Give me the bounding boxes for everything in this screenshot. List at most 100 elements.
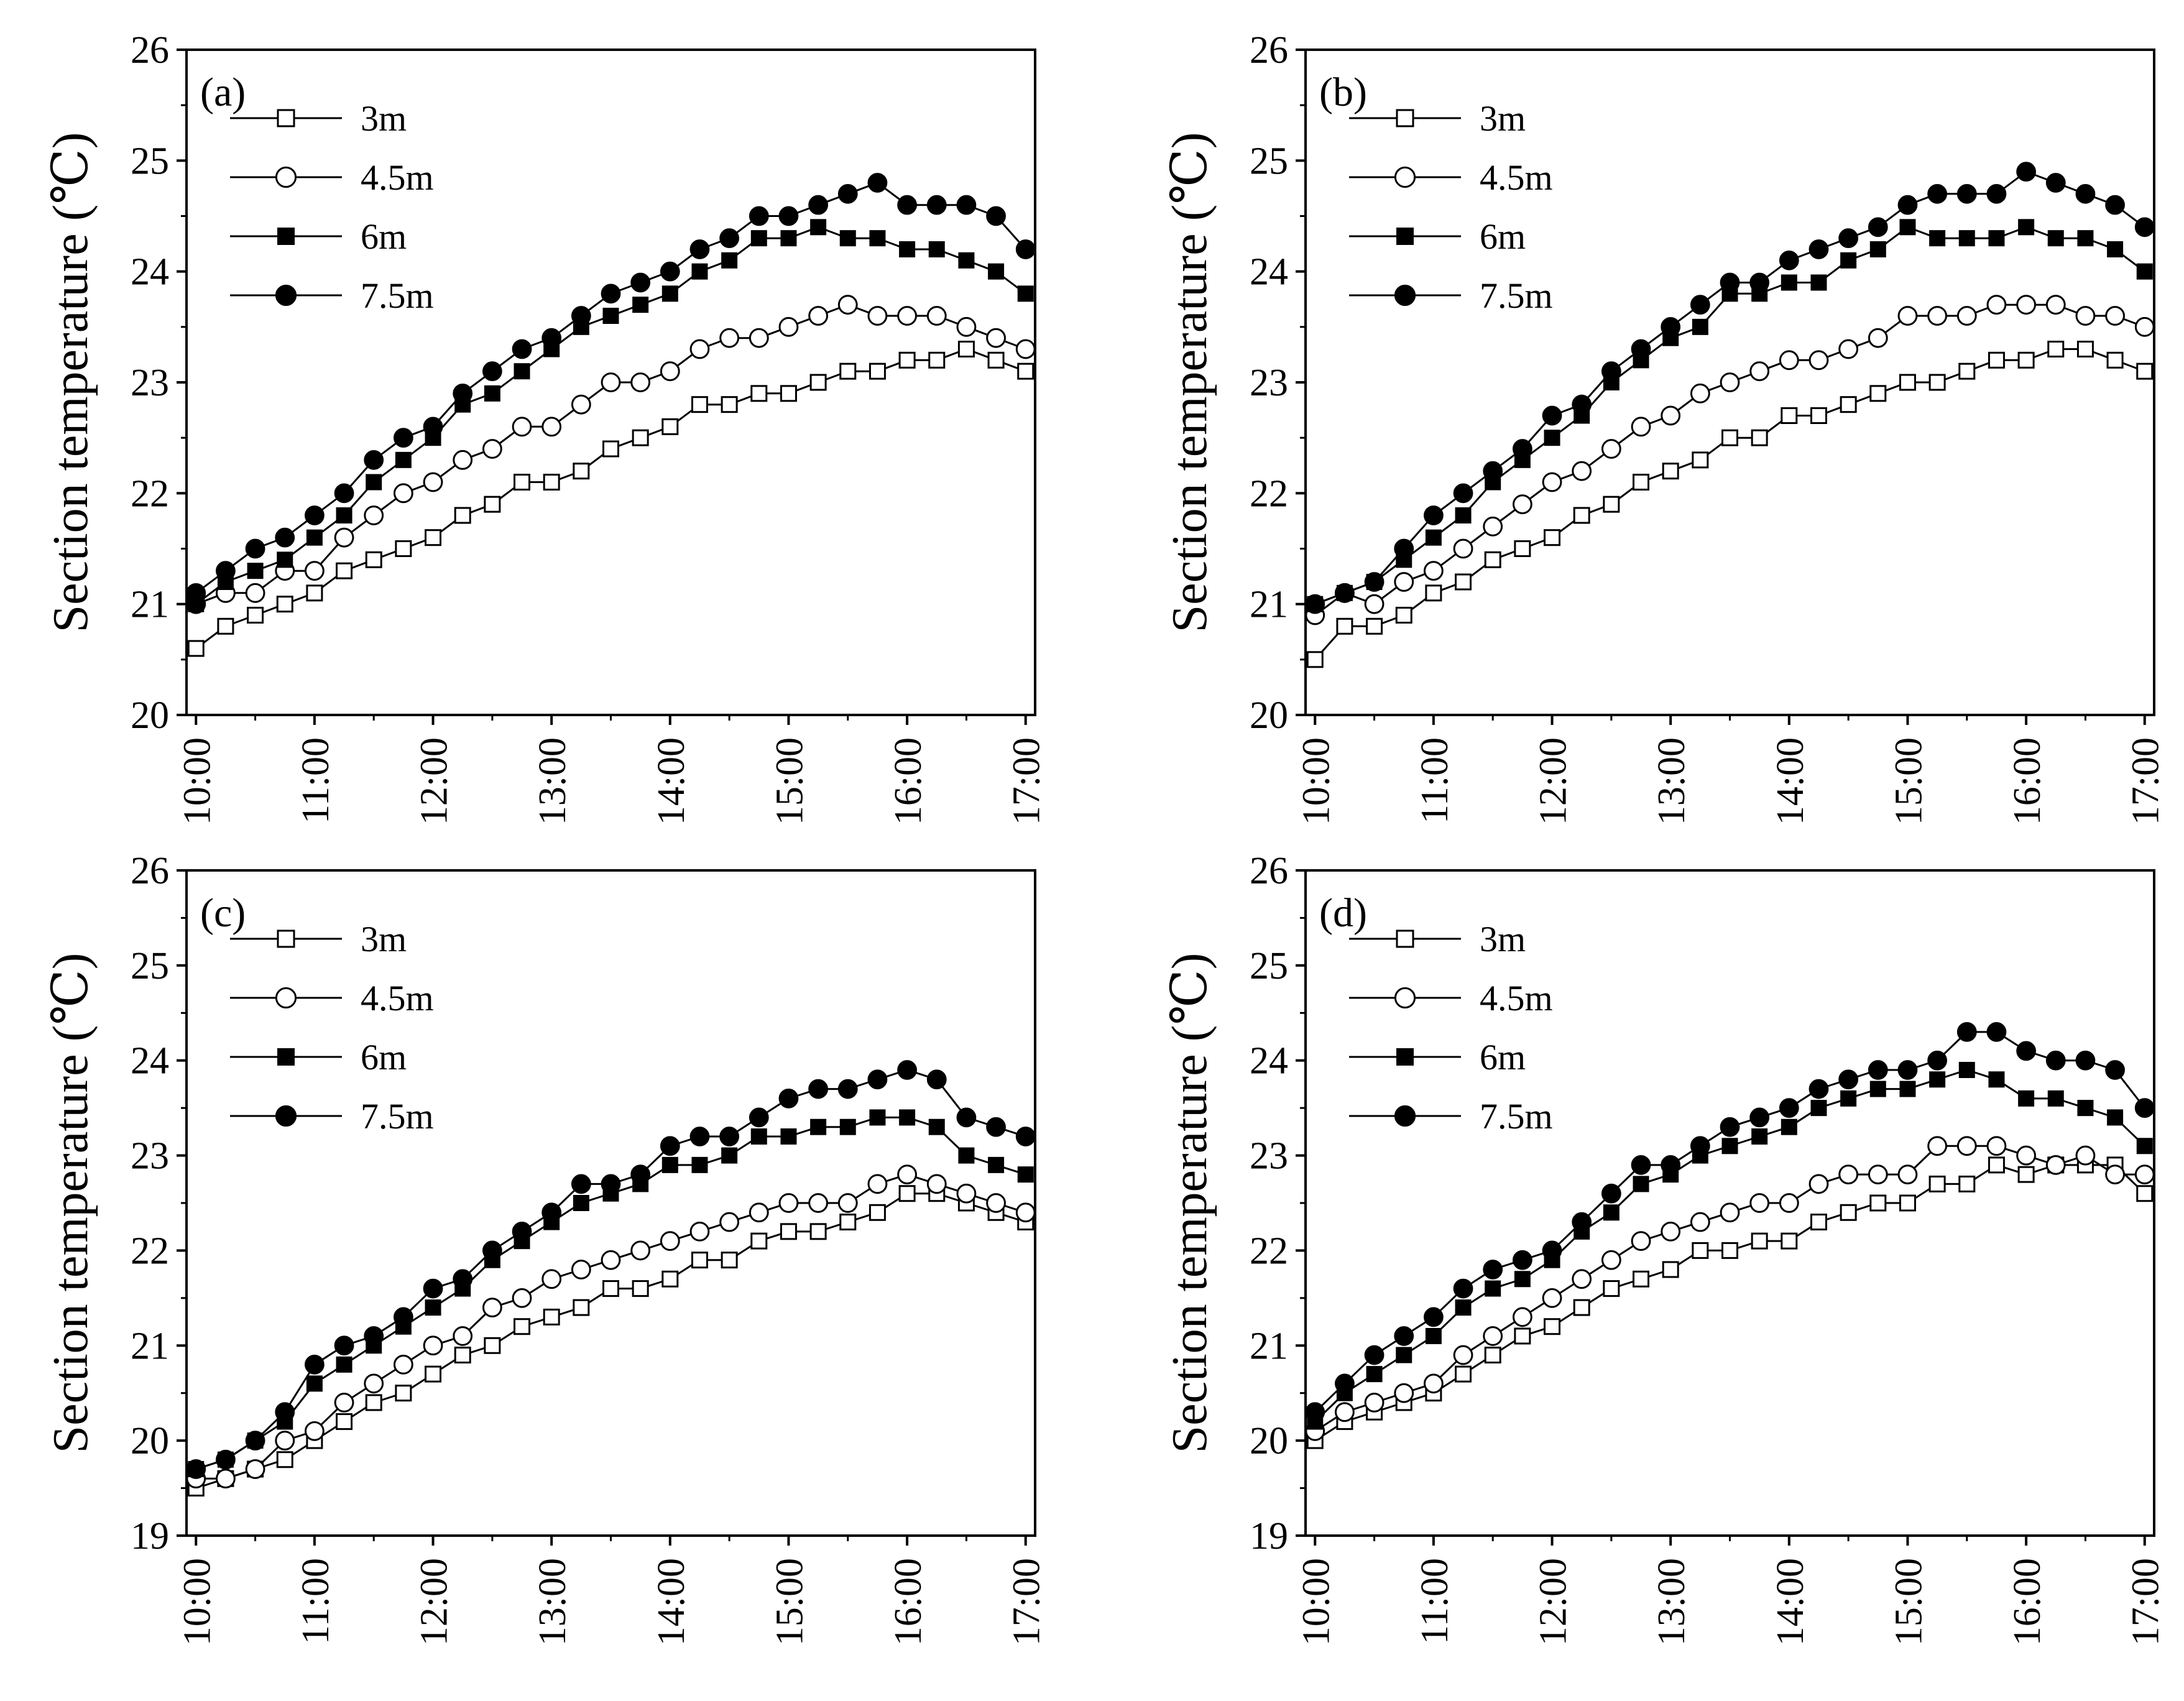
marker-7.5m	[689, 1127, 710, 1146]
marker-3m	[1395, 607, 1412, 624]
marker-4.5m	[1690, 1212, 1710, 1232]
x-tick-label: 10:00	[176, 737, 218, 825]
marker-6m	[2018, 219, 2035, 236]
marker-6m	[869, 1109, 886, 1126]
marker-7.5m	[1779, 250, 1799, 270]
marker-7.5m	[1661, 1155, 1681, 1175]
legend-item-7.5m: 7.5m	[230, 1096, 434, 1136]
marker-4.5m	[601, 372, 621, 392]
x-tick-label: 14:00	[650, 737, 693, 825]
marker-4.5m	[1661, 1221, 1681, 1242]
marker-7.5m	[689, 239, 710, 259]
marker-7.5m	[364, 1326, 384, 1346]
marker-7.5m	[2134, 1098, 2155, 1118]
marker-7.5m	[1631, 1155, 1651, 1175]
marker-3m	[2106, 351, 2124, 369]
y-tick-label: 22	[1250, 1230, 1288, 1272]
marker-6m	[336, 507, 352, 523]
x-tick-label: 15:00	[768, 737, 811, 825]
marker-6m	[1840, 1090, 1857, 1107]
y-tick-label: 21	[1250, 1325, 1288, 1367]
panel-label: (b)	[1319, 70, 1367, 115]
marker-4.5m	[808, 1193, 829, 1213]
marker-7.5m	[778, 206, 799, 226]
marker-3m	[573, 1299, 590, 1316]
marker-3m	[1603, 496, 1620, 513]
marker-3m	[1958, 1175, 1976, 1192]
marker-3m	[1781, 407, 1798, 424]
marker-3m	[425, 1365, 442, 1383]
marker-3m	[2017, 351, 2035, 369]
marker-7.5m	[1690, 295, 1710, 315]
marker-4.5m	[2016, 295, 2037, 315]
marker-4.5m	[630, 1240, 651, 1261]
x-tick-label: 12:00	[1532, 737, 1575, 825]
marker-4.5m	[1483, 516, 1503, 537]
marker-6m	[958, 1147, 975, 1164]
legend-label: 6m	[1480, 1037, 1526, 1077]
marker-7.5m	[245, 1431, 265, 1451]
y-tick-label: 25	[1250, 140, 1288, 182]
marker-3m	[277, 109, 295, 127]
marker-3m	[543, 474, 560, 491]
marker-3m	[809, 1223, 827, 1240]
marker-6m	[1958, 1062, 1975, 1078]
marker-3m	[336, 562, 353, 579]
marker-6m	[661, 285, 678, 302]
marker-7.5m	[1838, 1069, 1859, 1090]
marker-3m	[869, 362, 886, 380]
marker-4.5m	[2045, 295, 2066, 315]
marker-3m	[1017, 362, 1034, 380]
marker-7.5m	[1986, 1021, 2007, 1042]
marker-4.5m	[1897, 1164, 1918, 1185]
marker-3m	[928, 351, 946, 369]
legend: 3m 4.5m 6m 7.5m	[230, 98, 434, 316]
marker-4.5m	[423, 1335, 443, 1356]
marker-7.5m	[808, 1079, 829, 1099]
chart-panel-4: 19 20 21 22 23 24 25 26 10:00 11:00 12:00 13:00 14:0…	[1163, 850, 2167, 1646]
marker-4.5m	[1542, 1288, 1562, 1308]
marker-3m	[1633, 1270, 1650, 1288]
marker-7.5m	[571, 306, 591, 326]
x-tick-label: 11:00	[295, 1558, 337, 1644]
marker-6m	[1781, 1118, 1797, 1135]
marker-6m	[869, 230, 886, 247]
marker-7.5m	[512, 1221, 532, 1242]
legend-label: 7.5m	[1480, 275, 1553, 316]
marker-7.5m	[749, 206, 769, 226]
marker-4.5m	[1927, 306, 1948, 326]
legend-label: 6m	[1480, 216, 1526, 257]
marker-3m	[514, 474, 531, 491]
marker-6m	[1751, 1128, 1768, 1145]
series-3m	[1306, 341, 2154, 668]
marker-3m	[1958, 362, 1976, 380]
marker-4.5m	[986, 328, 1006, 348]
x-tick-label: 14:00	[1769, 737, 1812, 825]
marker-6m	[1958, 230, 1975, 247]
y-tick-label: 21	[1250, 584, 1288, 626]
marker-3m	[2076, 341, 2094, 357]
legend-label: 4.5m	[361, 978, 434, 1018]
marker-3m	[1603, 1280, 1620, 1298]
marker-3m	[454, 507, 471, 524]
marker-7.5m	[1868, 1060, 1888, 1080]
marker-4.5m	[689, 1221, 710, 1242]
y-tick-label: 22	[131, 1230, 169, 1272]
marker-7.5m	[216, 1449, 236, 1470]
legend-item-4.5m: 4.5m	[230, 978, 434, 1018]
x-tick-label: 10:00	[176, 1558, 218, 1646]
marker-7.5m	[1986, 183, 2007, 204]
y-tick-label: 25	[131, 140, 169, 182]
marker-3m	[1573, 1299, 1590, 1316]
y-tick-label: 26	[1250, 29, 1288, 71]
marker-3m	[780, 1223, 797, 1240]
marker-3m	[336, 1413, 353, 1431]
marker-3m	[425, 529, 442, 546]
legend-label: 4.5m	[1480, 978, 1553, 1018]
x-tick-label: 12:00	[413, 1558, 456, 1646]
y-tick-label: 24	[131, 1040, 169, 1082]
marker-4.5m	[1956, 306, 1977, 326]
marker-6m	[1929, 1071, 1946, 1088]
marker-4.5m	[601, 1250, 621, 1270]
x-tick-label: 10:00	[1295, 737, 1337, 825]
